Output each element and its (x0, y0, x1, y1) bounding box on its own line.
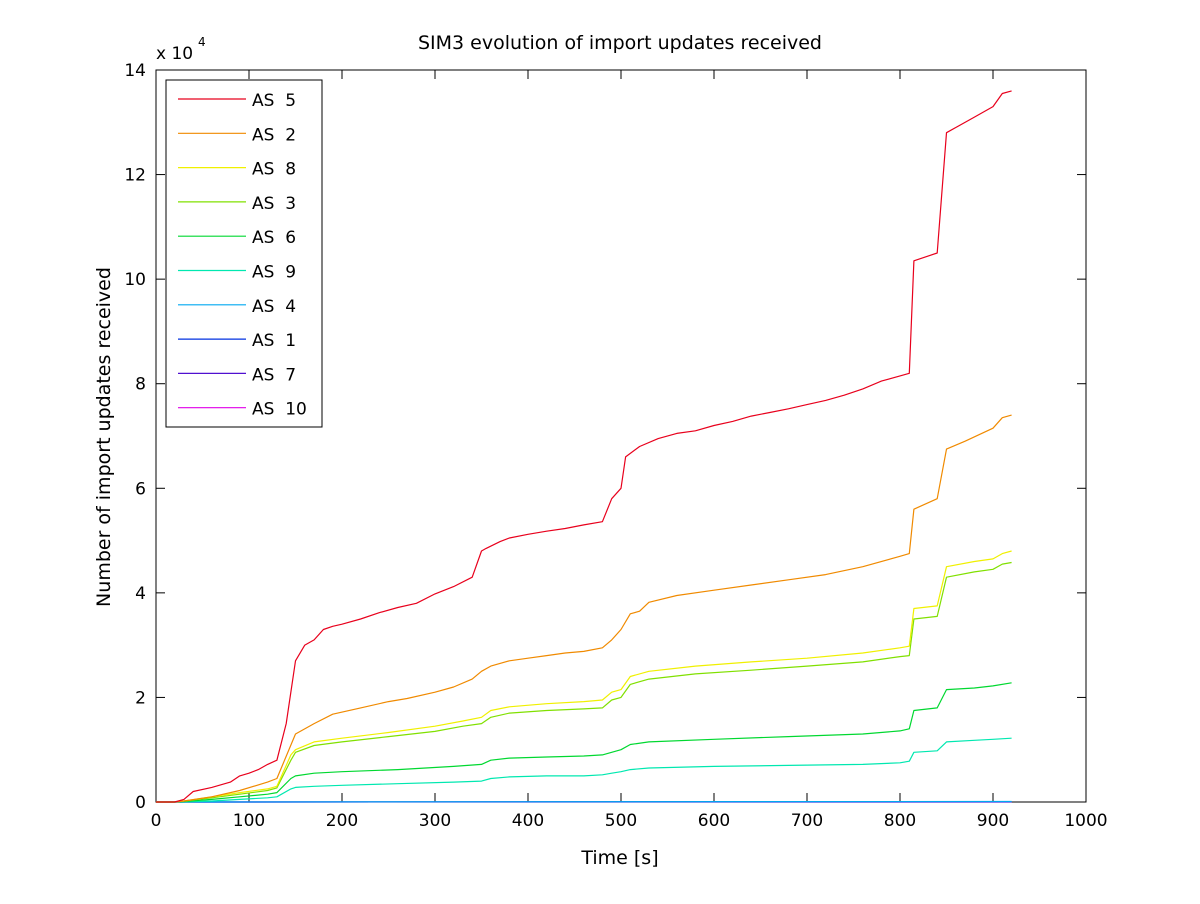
legend-box (166, 80, 322, 427)
legend-label: AS 9 (252, 263, 296, 283)
legend-label: AS 10 (252, 400, 307, 420)
y-tick-label: 12 (124, 166, 146, 186)
x-tick-label: 400 (512, 811, 544, 831)
x-tick-label: 200 (326, 811, 358, 831)
y-tick-label: 14 (124, 61, 146, 81)
x-tick-label: 0 (151, 811, 162, 831)
legend-label: AS 1 (252, 331, 296, 351)
legend-label: AS 7 (252, 365, 296, 385)
x-tick-label: 300 (419, 811, 451, 831)
x-tick-label: 600 (698, 811, 730, 831)
x-axis-label: Time [s] (580, 847, 658, 869)
x-tick-label: 500 (605, 811, 637, 831)
x-tick-label: 1000 (1064, 811, 1107, 831)
x-tick-label: 800 (884, 811, 916, 831)
y-tick-label: 10 (124, 270, 146, 290)
y-tick-label: 6 (135, 479, 146, 499)
y-tick-label: 8 (135, 375, 146, 395)
legend-label: AS 2 (252, 125, 296, 145)
x-tick-label: 900 (977, 811, 1009, 831)
y-axis-label: Number of import updates received (93, 267, 115, 607)
y-tick-label: 4 (135, 584, 146, 604)
legend-label: AS 5 (252, 91, 296, 111)
y-tick-label: 0 (135, 793, 146, 813)
legend-label: AS 8 (252, 160, 296, 180)
legend-label: AS 6 (252, 228, 296, 248)
chart-title: SIM3 evolution of import updates receive… (418, 32, 822, 54)
y-multiplier-label: x 10 (156, 44, 193, 64)
y-tick-label: 2 (135, 688, 146, 708)
legend-label: AS 3 (252, 194, 296, 214)
legend-label: AS 4 (252, 297, 296, 317)
series-line (156, 802, 1012, 803)
x-tick-label: 700 (791, 811, 823, 831)
x-tick-label: 100 (233, 811, 265, 831)
y-multiplier-exponent: 4 (198, 35, 206, 49)
